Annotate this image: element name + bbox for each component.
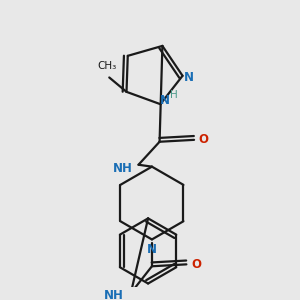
Text: N: N [184,71,194,84]
Text: NH: NH [113,162,133,175]
Text: N: N [147,242,157,256]
Text: N: N [160,94,170,107]
Text: CH₃: CH₃ [98,61,117,71]
Text: H: H [170,90,178,100]
Text: O: O [191,258,201,271]
Text: O: O [199,133,208,146]
Text: NH: NH [104,289,124,300]
